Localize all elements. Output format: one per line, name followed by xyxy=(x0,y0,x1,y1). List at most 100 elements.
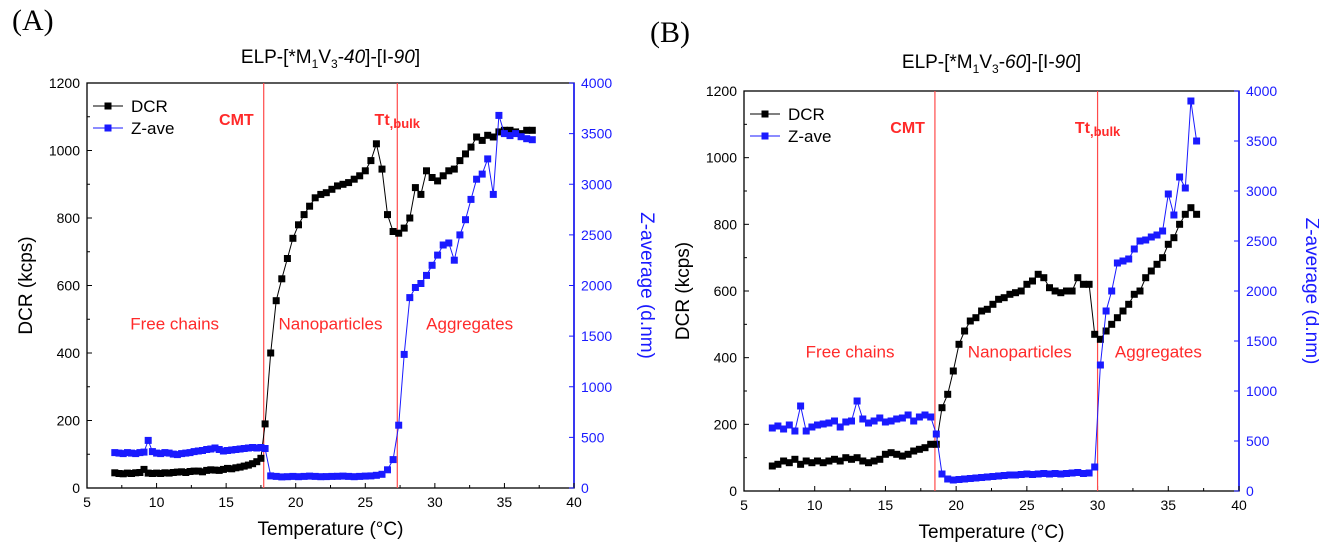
data-point xyxy=(1136,287,1144,295)
data-point xyxy=(1091,330,1099,338)
data-point xyxy=(1119,257,1127,265)
data-point xyxy=(1074,469,1082,476)
data-point xyxy=(356,472,364,480)
data-point xyxy=(249,460,257,468)
x-tick-label: 35 xyxy=(497,494,513,510)
data-point xyxy=(910,447,918,455)
marker-label: Tt,bulk xyxy=(1075,120,1121,139)
title-italic: 40 xyxy=(344,47,366,68)
data-point xyxy=(278,473,286,481)
data-point xyxy=(780,425,788,433)
legend-marker xyxy=(761,132,769,140)
data-point xyxy=(1142,236,1150,244)
marker-label: CMT xyxy=(219,112,254,129)
chart-title: ELP-[*M1V3-60]-[I-90] xyxy=(902,52,1081,76)
data-point xyxy=(161,449,169,457)
data-point xyxy=(356,172,364,180)
data-point xyxy=(190,467,198,475)
data-point xyxy=(1147,233,1155,241)
data-point xyxy=(289,472,297,480)
data-point xyxy=(1068,287,1076,295)
data-point xyxy=(295,473,302,481)
data-point xyxy=(797,402,805,410)
y-tick-label: 800 xyxy=(57,210,81,226)
data-point xyxy=(186,449,194,457)
data-point xyxy=(411,184,419,192)
data-point xyxy=(978,474,986,481)
data-point xyxy=(1113,259,1121,267)
y-tick-label: 600 xyxy=(714,283,738,299)
marker-label-main: Tt xyxy=(1075,120,1091,137)
data-point xyxy=(367,472,375,480)
title-part: ELP-[*M xyxy=(902,52,973,73)
data-point xyxy=(1119,307,1127,315)
y-tick-label: 400 xyxy=(714,350,738,366)
data-point xyxy=(411,284,419,291)
data-point xyxy=(132,450,140,458)
data-point xyxy=(881,450,889,458)
data-point xyxy=(1074,274,1082,282)
title-part: V xyxy=(979,52,992,73)
title-italic: 60 xyxy=(1005,52,1027,73)
data-point xyxy=(1000,472,1008,479)
data-point xyxy=(938,404,946,412)
series-zave xyxy=(768,97,1201,484)
data-point xyxy=(148,448,156,456)
y-axis-title: DCR (kcps) xyxy=(16,236,37,334)
plot-frame xyxy=(743,90,1240,492)
data-point xyxy=(157,450,165,458)
data-point xyxy=(232,446,240,453)
data-point xyxy=(144,436,152,444)
data-point xyxy=(128,470,135,477)
data-point xyxy=(1164,240,1172,248)
data-point xyxy=(972,474,980,482)
data-point xyxy=(819,459,827,467)
data-point xyxy=(506,126,514,134)
data-point xyxy=(995,295,1003,303)
data-point xyxy=(1017,471,1025,478)
y2-tick-label: 3500 xyxy=(1246,133,1277,149)
x-tick-label: 15 xyxy=(878,497,894,513)
x-tick-label: 40 xyxy=(566,494,582,510)
data-point xyxy=(1164,190,1172,198)
x-tick-label: 30 xyxy=(427,494,443,510)
data-point xyxy=(473,133,481,141)
data-point xyxy=(949,476,957,484)
title-part: V xyxy=(318,47,331,68)
legend: DCR Z-ave xyxy=(750,105,831,146)
data-point xyxy=(450,256,458,264)
data-point xyxy=(157,470,165,477)
title-part: ELP-[*M xyxy=(241,47,312,68)
data-point xyxy=(1023,280,1031,288)
legend-label: DCR xyxy=(788,105,825,124)
title-part: ] xyxy=(415,47,420,68)
data-point xyxy=(165,469,173,477)
data-point xyxy=(406,294,414,302)
data-point xyxy=(194,467,202,475)
series-dcr xyxy=(111,126,536,478)
y-tick-label: 200 xyxy=(57,413,81,429)
data-point xyxy=(1023,470,1031,478)
data-point xyxy=(1193,210,1201,218)
data-point xyxy=(1136,237,1144,245)
data-point xyxy=(372,471,380,479)
data-point xyxy=(423,271,430,279)
y-tick-label: 1000 xyxy=(706,150,737,166)
data-point xyxy=(961,475,969,483)
data-point xyxy=(467,195,475,203)
data-point xyxy=(153,469,161,477)
data-point xyxy=(1147,267,1155,275)
y-tick-label: 200 xyxy=(714,416,738,432)
data-point xyxy=(785,459,793,467)
y2-tick-label: 1000 xyxy=(1246,383,1277,399)
x-tick-label: 40 xyxy=(1231,497,1247,513)
data-point xyxy=(1096,335,1104,343)
data-point xyxy=(995,472,1003,480)
data-point xyxy=(1085,280,1093,288)
data-point xyxy=(345,472,353,480)
region-label: Nanoparticles xyxy=(968,343,1072,362)
data-point xyxy=(372,140,380,148)
x-tick-label: 5 xyxy=(740,497,748,513)
title-part: ]-[I- xyxy=(365,47,394,68)
data-point xyxy=(853,397,861,405)
